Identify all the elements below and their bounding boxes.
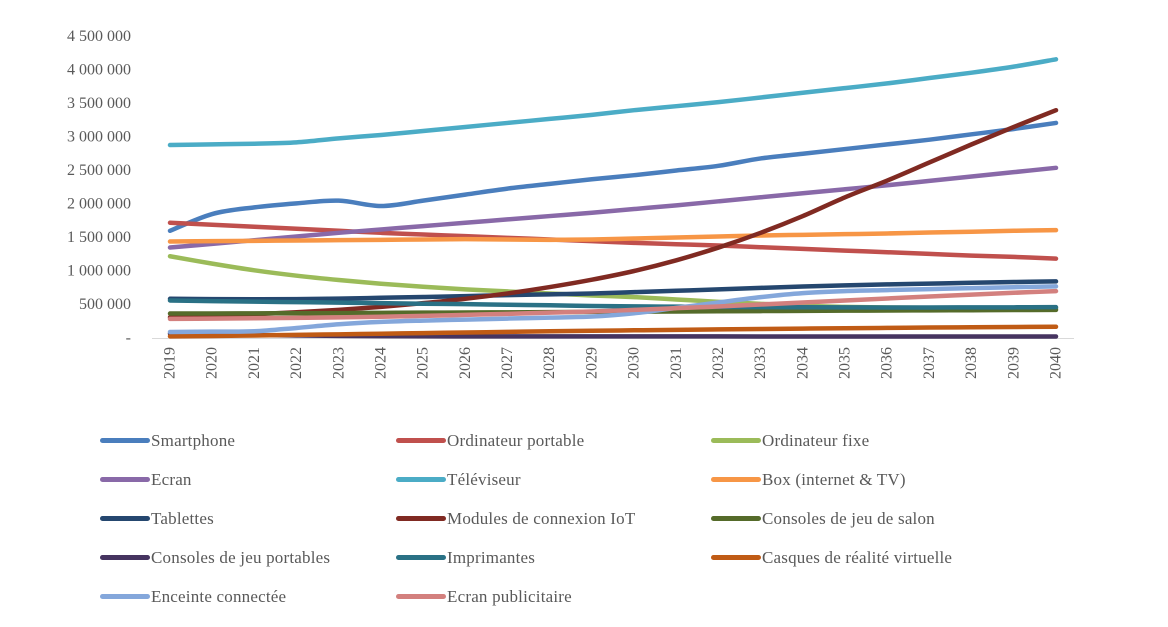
x-tick-label: 2019 <box>162 347 179 379</box>
legend-item-ordinateur-portable: Ordinateur portable <box>396 421 711 460</box>
legend-swatch <box>396 516 446 521</box>
legend-swatch <box>100 594 150 599</box>
x-tick-label: 2039 <box>1005 347 1022 379</box>
legend-item-smartphone: Smartphone <box>100 421 396 460</box>
legend-swatch <box>711 438 761 443</box>
legend-label: Consoles de jeu de salon <box>762 508 935 528</box>
legend-label: Ecran publicitaire <box>447 586 572 606</box>
legend-label: Casques de réalité virtuelle <box>762 547 953 567</box>
line-chart: - 500 000 1 000 000 1 500 000 2 000 000 2 500… <box>67 28 1074 379</box>
y-tick-label: 1 500 000 <box>67 229 131 246</box>
series-line-ecran-publicitaire <box>167 288 1059 322</box>
legend-item-ecran-publicitaire: Ecran publicitaire <box>396 577 711 616</box>
chart-legend: Smartphone Ordinateur portable Ordinateur … <box>100 421 1160 616</box>
series-line-casques-de-r-alit-virtuelle <box>167 324 1059 339</box>
x-tick-label: 2032 <box>710 347 727 379</box>
legend-item-consoles-de-jeu-de-salon: Consoles de jeu de salon <box>711 499 1160 538</box>
legend-swatch <box>711 555 761 560</box>
series-line-t-l-viseur <box>167 57 1059 148</box>
series-line-ordinateur-portable <box>167 220 1059 261</box>
series-line-imprimantes <box>167 298 1059 310</box>
legend-label: Téléviseur <box>447 469 521 489</box>
legend-item-t-l-viseur: Téléviseur <box>396 460 711 499</box>
legend-swatch <box>100 516 150 521</box>
legend-swatch <box>100 477 150 482</box>
legend-label: Ordinateur portable <box>447 430 585 450</box>
legend-label: Tablettes <box>151 508 214 528</box>
legend-swatch <box>711 477 761 482</box>
legend-item-ecran: Ecran <box>100 460 396 499</box>
x-tick-label: 2031 <box>668 347 685 379</box>
y-tick-label: - <box>126 330 131 347</box>
legend-item-casques-de-r-alit-virtuelle: Casques de réalité virtuelle <box>711 538 1160 577</box>
y-tick-label: 3 500 000 <box>67 95 131 112</box>
x-tick-label: 2035 <box>837 347 854 379</box>
x-tick-label: 2020 <box>204 347 221 379</box>
x-tick-label: 2027 <box>499 347 516 379</box>
legend-item-consoles-de-jeu-portables: Consoles de jeu portables <box>100 538 396 577</box>
legend-label: Imprimantes <box>447 547 536 567</box>
x-tick-label: 2021 <box>246 347 263 379</box>
legend-label: Smartphone <box>151 430 236 450</box>
series-line-box-internet-tv- <box>167 227 1059 244</box>
x-tick-label: 2024 <box>372 347 389 379</box>
series-line-smartphone <box>167 120 1059 234</box>
x-tick-label: 2040 <box>1048 347 1065 379</box>
series-line-enceinte-connect-e <box>167 284 1059 335</box>
series-line-ecran <box>167 165 1059 250</box>
legend-item-modules-de-connexion-iot: Modules de connexion IoT <box>396 499 711 538</box>
y-tick-label: 4 000 000 <box>67 62 131 79</box>
legend-swatch <box>711 516 761 521</box>
y-tick-label: 3 000 000 <box>67 129 131 146</box>
x-tick-label: 2037 <box>921 347 938 379</box>
series-line-tablettes <box>167 279 1059 302</box>
legend-label: Enceinte connectée <box>151 586 287 606</box>
legend-swatch <box>396 594 446 599</box>
y-tick-label: 1 000 000 <box>67 263 131 280</box>
legend-item-tablettes: Tablettes <box>100 499 396 538</box>
legend-swatch <box>396 477 446 482</box>
legend-item-box-internet-tv-: Box (internet & TV) <box>711 460 1160 499</box>
x-tick-label: 2022 <box>288 347 305 379</box>
x-tick-label: 2023 <box>330 347 347 379</box>
x-tick-label: 2028 <box>541 347 558 379</box>
x-tick-label: 2038 <box>963 347 980 379</box>
legend-item-ordinateur-fixe: Ordinateur fixe <box>711 421 1160 460</box>
x-tick-label: 2026 <box>457 347 474 379</box>
x-tick-label: 2034 <box>794 347 811 379</box>
legend-label: Box (internet & TV) <box>762 469 906 489</box>
legend-item-imprimantes: Imprimantes <box>396 538 711 577</box>
legend-label: Modules de connexion IoT <box>447 508 636 528</box>
y-tick-label: 2 500 000 <box>67 162 131 179</box>
legend-label: Ecran <box>151 469 192 489</box>
x-tick-label: 2029 <box>583 347 600 379</box>
legend-swatch <box>396 555 446 560</box>
legend-item-enceinte-connect-e: Enceinte connectée <box>100 577 396 616</box>
y-tick-label: 500 000 <box>79 296 131 313</box>
x-tick-label: 2025 <box>415 347 432 379</box>
legend-swatch <box>100 438 150 443</box>
legend-swatch <box>396 438 446 443</box>
y-tick-label: 4 500 000 <box>67 28 131 45</box>
x-tick-label: 2030 <box>626 347 643 379</box>
legend-label: Consoles de jeu portables <box>151 547 331 567</box>
y-tick-label: 2 000 000 <box>67 196 131 213</box>
legend-swatch <box>100 555 150 560</box>
x-tick-label: 2033 <box>752 347 769 379</box>
x-tick-label: 2036 <box>879 347 896 379</box>
legend-label: Ordinateur fixe <box>762 430 870 450</box>
